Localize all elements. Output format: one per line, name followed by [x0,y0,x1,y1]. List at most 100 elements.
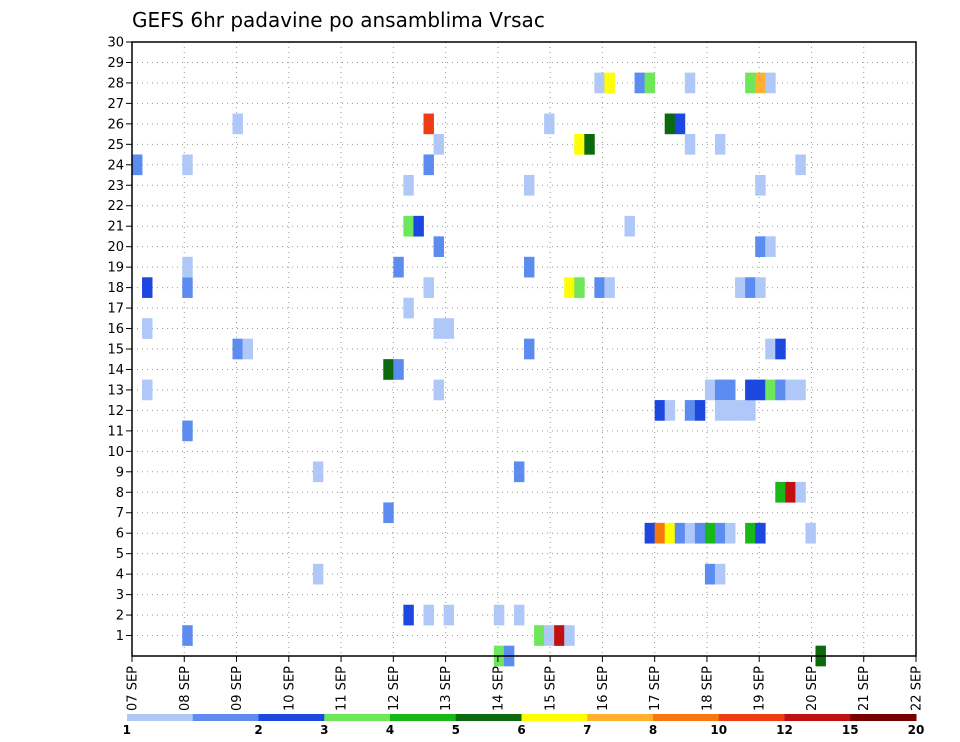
legend: 1 2 3 4 5 6 7 8 10 12 15 20 [123,714,925,737]
x-tick-label: 19 SEP [753,666,768,711]
data-cell [312,563,324,585]
data-cell [544,113,555,135]
data-cell [674,522,686,544]
data-cell [755,174,766,196]
data-cells [132,72,826,667]
data-cell [694,522,706,544]
data-cell [704,379,716,401]
data-cell [513,461,525,483]
x-tick-label: 08 SEP [178,666,193,711]
legend-swatch [324,714,391,721]
legend-label: 5 [452,723,460,737]
data-cell [443,604,455,626]
y-tick-label: 17 [107,302,124,317]
y-tick-label: 29 [107,56,124,71]
y-tick-label: 23 [107,179,124,194]
data-cell [755,522,766,544]
data-cell [232,338,243,360]
data-cell [403,215,414,237]
data-cell [604,277,615,298]
legend-label: 7 [583,723,591,737]
data-cell [745,522,756,544]
x-tick-label: 07 SEP [126,666,141,711]
y-tick-label: 9 [116,465,124,480]
x-tick-label: 12 SEP [387,666,402,711]
data-cell [423,604,434,626]
data-cell [775,379,786,401]
data-cell [433,379,444,401]
data-cell [393,359,404,380]
data-cell [755,277,766,298]
data-cell [554,625,565,646]
data-cell [704,563,716,585]
data-cell [544,625,555,646]
legend-label: 15 [842,723,859,737]
data-cell [755,236,766,257]
data-cell [423,113,434,135]
legend-label: 4 [386,723,394,737]
legend-swatch [850,714,917,721]
y-tick-label: 7 [116,506,124,521]
y-tick-label: 3 [116,588,124,603]
data-cell [524,174,535,196]
data-cell [725,400,736,421]
data-cell [393,256,404,278]
data-cell [182,420,193,442]
legend-label: 1 [123,723,131,737]
x-tick-label: 13 SEP [439,666,454,711]
data-cell [725,522,736,544]
data-cell [704,522,716,544]
y-tick-label: 22 [107,199,124,214]
data-cell [403,297,414,319]
y-tick-label: 14 [107,363,124,378]
data-cell [524,256,535,278]
legend-swatch [521,714,588,721]
y-tick-label: 6 [116,527,124,542]
data-cell [312,461,324,483]
data-cell [714,134,726,155]
data-cell [694,400,706,421]
data-cell [664,400,676,421]
data-cell [745,72,756,94]
y-tick-label: 5 [116,547,124,562]
data-cell [714,522,726,544]
data-cell [142,277,153,298]
y-axis-ticks: 1234567891011121314151617181920212223242… [107,36,132,644]
data-cell [423,154,434,176]
y-tick-label: 30 [107,36,124,51]
x-tick-label: 15 SEP [544,666,559,711]
data-cell [805,522,816,544]
x-tick-label: 10 SEP [282,666,297,711]
y-tick-label: 13 [107,383,124,398]
legend-swatch [784,714,851,721]
legend-label: 20 [908,723,925,737]
data-cell [765,72,776,94]
y-tick-label: 27 [107,97,124,112]
data-cell [142,318,153,339]
data-cell [765,379,776,401]
data-cell [684,72,696,94]
data-cell [745,379,756,401]
y-tick-label: 20 [107,240,124,255]
legend-label: 3 [320,723,328,737]
legend-swatch [390,714,457,721]
chart-title: GEFS 6hr padavine po ansamblima Vrsac [132,8,545,32]
data-cell [493,604,505,626]
data-cell [714,400,726,421]
data-cell [765,338,776,360]
x-tick-label: 22 SEP [910,666,925,711]
data-cell [795,481,806,503]
data-cell [795,154,806,176]
y-tick-label: 25 [107,138,124,153]
x-axis-ticks: 07 SEP 08 SEP 09 SEP 10 SEP 11 SEP 12 SEP 13 S… [126,656,925,711]
legend-label: 10 [710,723,727,737]
data-cell [735,277,746,298]
data-cell [433,134,444,155]
data-cell [775,338,786,360]
data-cell [182,625,193,646]
data-cell [664,522,676,544]
y-tick-label: 28 [107,76,124,91]
data-cell [755,379,766,401]
